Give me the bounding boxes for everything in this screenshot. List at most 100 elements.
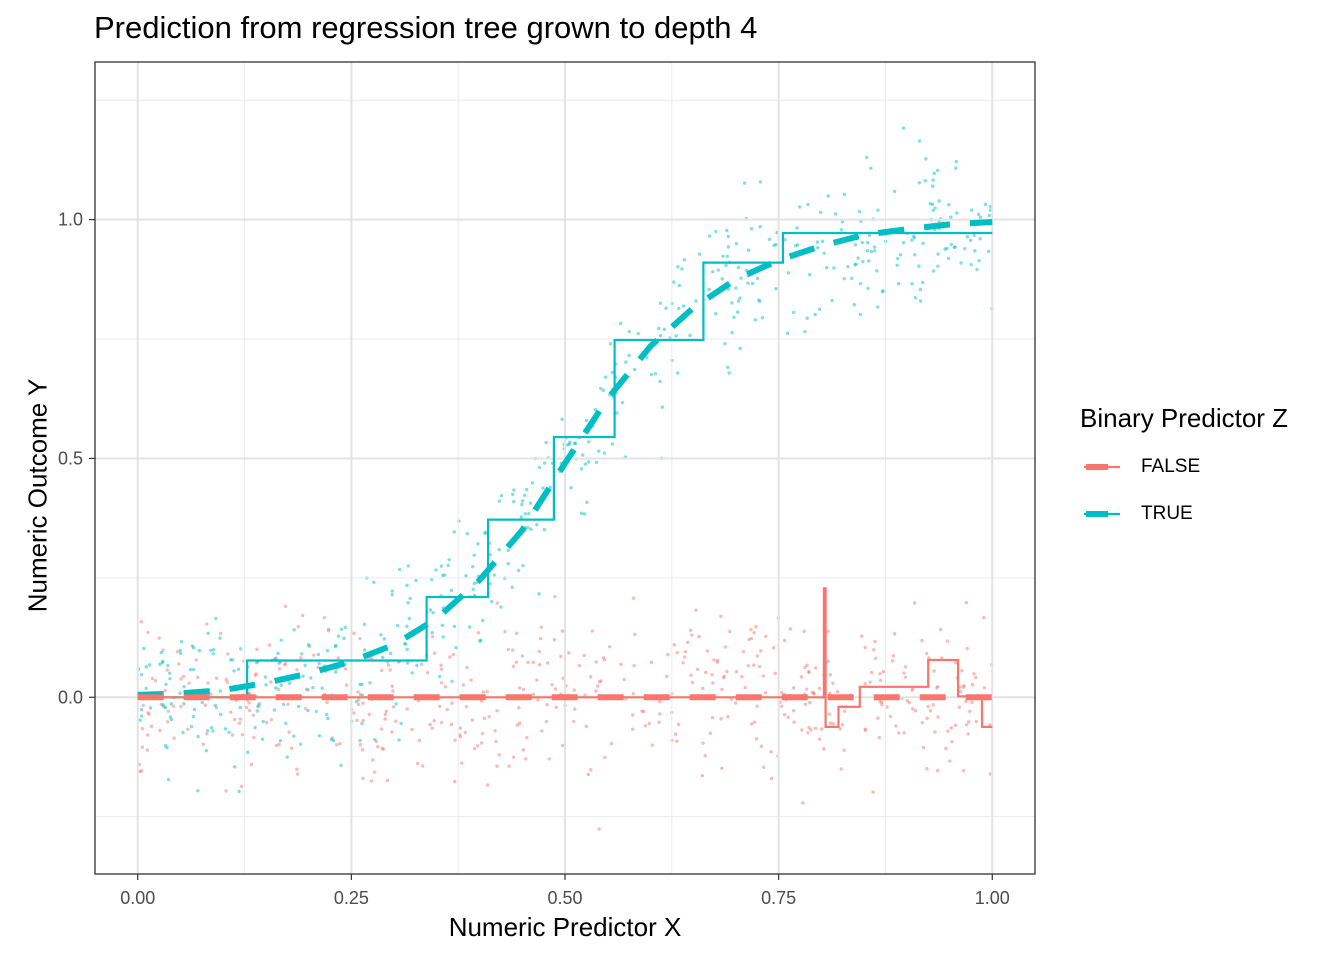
scatter-point-true	[954, 166, 958, 170]
scatter-point-false	[379, 727, 384, 731]
scatter-point-false	[254, 672, 258, 676]
scatter-point-false	[890, 659, 895, 663]
scatter-point-true	[714, 229, 718, 234]
scatter-point-true	[179, 639, 184, 644]
scatter-point-true	[806, 202, 810, 207]
scatter-point-false	[822, 747, 826, 751]
scatter-point-false	[531, 660, 535, 665]
scatter-point-false	[385, 778, 390, 783]
scatter-point-false	[643, 724, 647, 728]
scatter-point-false	[573, 707, 577, 711]
scatter-point-true	[394, 702, 398, 706]
scatter-point-true	[211, 652, 215, 656]
scatter-point-false	[970, 700, 974, 705]
scatter-point-false	[384, 709, 389, 714]
scatter-point-true	[710, 269, 715, 274]
scatter-point-false	[589, 675, 593, 679]
scatter-point-false	[948, 759, 952, 763]
scatter-point-true	[440, 623, 445, 628]
scatter-point-true	[390, 593, 394, 597]
scatter-point-false	[584, 724, 589, 729]
scatter-point-true	[736, 265, 741, 270]
scatter-point-true	[476, 542, 480, 546]
scatter-point-true	[161, 703, 165, 707]
scatter-point-true	[530, 481, 535, 485]
scatter-point-true	[316, 652, 321, 657]
scatter-point-true	[272, 708, 277, 712]
scatter-point-true	[805, 316, 809, 320]
scatter-point-false	[544, 719, 549, 724]
scatter-point-true	[593, 407, 597, 412]
scatter-point-false	[239, 784, 244, 789]
scatter-point-true	[169, 717, 174, 722]
scatter-point-false	[553, 687, 557, 691]
scatter-point-false	[480, 731, 485, 736]
scatter-point-true	[921, 241, 925, 246]
scatter-point-false	[700, 773, 705, 778]
scatter-point-true	[362, 622, 367, 627]
scatter-point-true	[408, 596, 412, 601]
scatter-point-false	[839, 767, 843, 771]
scatter-point-false	[205, 732, 209, 736]
scatter-point-false	[689, 673, 693, 677]
scatter-point-true	[452, 530, 456, 534]
scatter-point-true	[933, 206, 937, 210]
scatter-point-true	[178, 651, 183, 655]
scatter-point-false	[432, 719, 436, 723]
scatter-point-false	[582, 653, 586, 658]
scatter-point-true	[783, 237, 787, 242]
scatter-point-true	[716, 268, 720, 272]
scatter-point-true	[138, 718, 142, 722]
scatter-point-false	[276, 687, 281, 692]
scatter-point-false	[139, 620, 144, 624]
scatter-point-true	[866, 286, 870, 291]
scatter-point-false	[546, 661, 550, 665]
scatter-point-false	[658, 712, 662, 716]
scatter-point-false	[161, 648, 165, 652]
scatter-point-false	[681, 661, 685, 665]
scatter-point-false	[286, 702, 290, 707]
scatter-point-true	[178, 691, 182, 695]
scatter-point-true	[512, 488, 516, 492]
scatter-point-false	[559, 654, 563, 659]
scatter-point-false	[809, 728, 813, 732]
scatter-point-true	[415, 663, 419, 668]
scatter-point-true	[161, 659, 165, 664]
scatter-point-false	[536, 698, 540, 702]
scatter-point-true	[276, 651, 280, 656]
scatter-point-true	[725, 228, 729, 233]
scatter-point-false	[322, 615, 327, 620]
scatter-point-true	[917, 139, 922, 143]
scatter-point-true	[860, 240, 865, 245]
scatter-point-true	[618, 321, 623, 326]
scatter-point-true	[714, 312, 718, 316]
scatter-point-false	[336, 656, 340, 660]
scatter-point-true	[166, 663, 170, 668]
scatter-point-false	[269, 717, 274, 722]
scatter-point-false	[386, 663, 391, 667]
scatter-point-false	[540, 729, 544, 733]
scatter-point-true	[735, 310, 740, 314]
scatter-point-true	[342, 636, 346, 641]
scatter-point-false	[247, 708, 252, 713]
scatter-point-true	[901, 126, 906, 130]
scatter-point-false	[697, 634, 701, 639]
scatter-point-true	[921, 280, 925, 285]
scatter-point-true	[867, 233, 872, 238]
scatter-point-false	[390, 730, 394, 734]
scatter-point-false	[146, 711, 150, 715]
scatter-point-true	[488, 582, 492, 586]
scatter-point-true	[300, 652, 304, 656]
scatter-point-false	[521, 687, 526, 692]
scatter-point-true	[148, 706, 153, 710]
scatter-point-true	[320, 686, 324, 690]
scatter-point-false	[476, 631, 481, 635]
scatter-point-true	[358, 738, 362, 743]
scatter-point-true	[144, 686, 148, 691]
scatter-point-false	[165, 720, 170, 724]
scatter-point-false	[511, 755, 516, 759]
scatter-point-true	[287, 681, 292, 685]
scatter-point-false	[157, 636, 161, 640]
scatter-point-true	[627, 329, 632, 334]
scatter-point-true	[791, 310, 796, 315]
